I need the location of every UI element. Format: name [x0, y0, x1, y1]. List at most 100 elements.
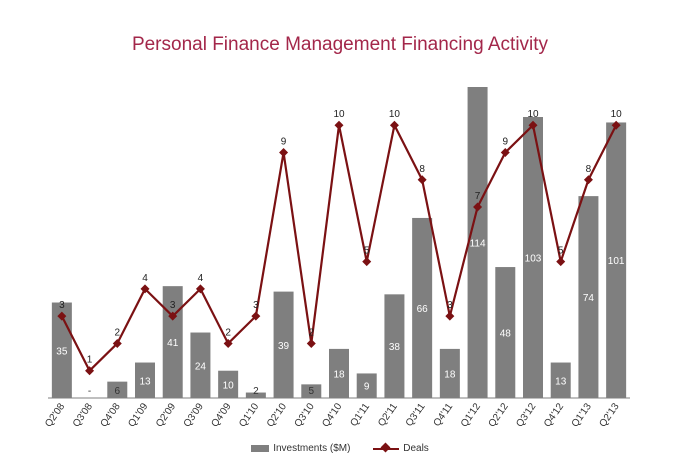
deals-value-label: 10: [527, 109, 539, 120]
bar-value-label: 10: [223, 380, 235, 391]
bar-value-label: -: [88, 386, 91, 397]
deals-marker: [528, 120, 538, 130]
x-tick-label: Q3'11: [404, 401, 428, 429]
x-tick-label: Q1'11: [348, 401, 372, 429]
deals-marker: [611, 120, 621, 130]
deals-marker: [500, 147, 510, 157]
deals-value-label: 8: [419, 164, 425, 175]
legend-swatch-deals: [373, 442, 400, 453]
deals-marker: [85, 366, 95, 376]
deals-marker: [306, 338, 316, 348]
bar: [107, 381, 128, 398]
bar-value-label: 18: [333, 369, 345, 380]
bar-value-label: 114: [470, 239, 486, 250]
legend-label-investments: Investments ($M): [273, 443, 351, 454]
bar: [245, 392, 266, 398]
bar-value-label: 18: [444, 369, 456, 380]
bar: [439, 348, 460, 398]
chart-legend: Investments ($M) Deals: [0, 442, 680, 454]
deals-marker: [279, 147, 289, 157]
deals-marker: [251, 311, 261, 321]
bar: [162, 286, 183, 398]
deals-value-label: 2: [225, 327, 231, 338]
x-tick-label: Q4'10: [320, 401, 344, 429]
deals-value-label: 1: [87, 355, 93, 366]
deals-value-label: 7: [475, 191, 481, 202]
bar-value-label: 39: [278, 341, 290, 352]
x-tick-label: Q2'12: [487, 401, 511, 429]
bar: [273, 291, 294, 398]
deals-marker: [223, 338, 233, 348]
deals-marker: [140, 284, 150, 294]
x-tick-label: Q3'12: [514, 401, 538, 429]
x-tick-label: Q1'12: [459, 401, 483, 429]
bar-value-label: 5: [309, 386, 315, 397]
bar-value-label: 38: [389, 342, 401, 353]
bar-value-label: 35: [56, 346, 68, 357]
deals-marker: [195, 284, 205, 294]
bar-value-label: 24: [195, 361, 207, 372]
x-tick-label: Q2'09: [154, 401, 178, 429]
x-tick-label: Q1'09: [126, 401, 150, 429]
x-tick-label: Q2'11: [376, 401, 400, 429]
bar-value-label: 41: [167, 338, 179, 349]
deals-value-label: 3: [170, 300, 176, 311]
x-tick-label: Q4'09: [209, 401, 233, 429]
bar-value-label: 48: [500, 329, 512, 340]
deals-value-label: 5: [364, 246, 370, 257]
deals-marker: [112, 338, 122, 348]
deals-marker: [334, 120, 344, 130]
deals-marker: [57, 311, 67, 321]
bar: [329, 348, 349, 398]
bar: [135, 362, 155, 398]
bar-value-label: 13: [139, 376, 151, 387]
x-tick-label: Q4'08: [99, 401, 123, 429]
deals-value-label: 3: [59, 300, 65, 311]
deals-value-label: 10: [611, 109, 623, 120]
deals-value-label: 9: [503, 136, 509, 147]
deals-value-label: 9: [281, 136, 287, 147]
bar-value-label: 66: [417, 304, 429, 315]
deals-value-label: 2: [309, 327, 315, 338]
deals-marker: [473, 202, 483, 212]
legend-item-investments: Investments ($M): [251, 443, 350, 454]
bar: [190, 332, 211, 398]
x-tick-label: Q1'13: [570, 401, 594, 429]
deals-value-label: 3: [447, 300, 453, 311]
bar: [523, 117, 543, 398]
chart-title: Personal Finance Management Financing Ac…: [131, 34, 549, 55]
bar-value-label: 101: [608, 256, 625, 267]
deals-value-label: 8: [586, 164, 592, 175]
x-tick-label: Q4'12: [542, 401, 566, 429]
x-tick-label: Q2'13: [597, 401, 621, 429]
bar-value-label: 9: [364, 382, 370, 393]
bar: [467, 87, 488, 398]
bar-value-label: 2: [253, 386, 259, 397]
deals-value-label: 4: [198, 273, 204, 284]
legend-swatch-investments: [251, 444, 270, 452]
deals-marker: [417, 175, 427, 185]
x-tick-label: Q3'09: [182, 401, 206, 429]
bar: [550, 362, 571, 398]
bar-value-label: 74: [583, 293, 595, 304]
deals-marker: [445, 311, 455, 321]
bar: [356, 373, 377, 398]
bar-value-label: 103: [525, 254, 542, 265]
bar: [606, 122, 627, 399]
x-tick-label: Q2'10: [265, 401, 289, 429]
bar: [301, 384, 322, 398]
x-tick-label: Q3'10: [293, 401, 317, 429]
bar-value-label: 6: [115, 386, 121, 397]
deals-value-label: 4: [142, 273, 148, 284]
x-tick-label: Q1'10: [237, 401, 261, 429]
deals-value-label: 10: [333, 109, 345, 120]
bar: [218, 370, 239, 398]
legend-item-deals: Deals: [373, 442, 429, 454]
bar: [578, 196, 599, 398]
deals-marker: [389, 120, 399, 130]
x-tick-label: Q4'11: [432, 401, 456, 429]
x-tick-label: Q3'08: [71, 401, 95, 429]
bar: [384, 294, 405, 398]
legend-label-deals: Deals: [403, 443, 429, 454]
